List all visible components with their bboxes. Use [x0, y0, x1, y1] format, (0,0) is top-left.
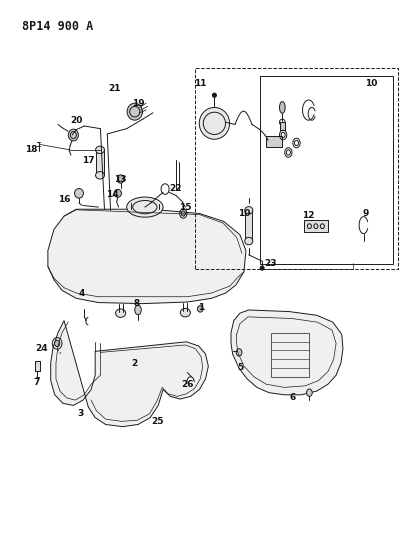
Text: 14: 14: [106, 190, 119, 199]
Bar: [35, 361, 40, 372]
Ellipse shape: [96, 146, 105, 154]
Text: 4: 4: [78, 288, 85, 297]
Text: 10: 10: [238, 209, 250, 218]
Bar: [195, 68, 398, 269]
Text: 1: 1: [198, 303, 205, 312]
Ellipse shape: [245, 207, 253, 214]
Text: 8P14 900 A: 8P14 900 A: [22, 20, 93, 33]
Ellipse shape: [135, 305, 141, 315]
Ellipse shape: [306, 389, 312, 397]
Ellipse shape: [180, 309, 190, 317]
Ellipse shape: [127, 103, 142, 120]
Bar: [260, 76, 394, 264]
Text: 11: 11: [194, 79, 206, 88]
Text: 23: 23: [264, 260, 276, 268]
Text: 12: 12: [302, 211, 315, 220]
Ellipse shape: [96, 172, 105, 179]
Text: 7: 7: [33, 377, 40, 386]
Ellipse shape: [197, 306, 203, 312]
Text: 8: 8: [133, 299, 140, 308]
Ellipse shape: [280, 102, 285, 114]
Bar: [304, 220, 328, 232]
Text: 3: 3: [77, 409, 83, 418]
Ellipse shape: [127, 197, 163, 217]
Ellipse shape: [117, 175, 124, 183]
Polygon shape: [51, 320, 208, 426]
Ellipse shape: [236, 349, 242, 356]
Text: 26: 26: [181, 379, 194, 389]
Text: 9: 9: [362, 209, 368, 218]
Text: 10: 10: [365, 79, 377, 88]
Text: 25: 25: [151, 417, 163, 426]
Text: 18: 18: [26, 146, 38, 155]
Ellipse shape: [181, 211, 185, 216]
Ellipse shape: [114, 189, 121, 197]
Text: 2: 2: [131, 359, 138, 368]
Polygon shape: [48, 209, 246, 304]
Ellipse shape: [212, 93, 217, 98]
Text: 6: 6: [289, 393, 295, 402]
Text: 5: 5: [237, 363, 243, 372]
Text: 20: 20: [70, 116, 82, 125]
Text: 24: 24: [35, 344, 48, 353]
Text: 22: 22: [169, 183, 182, 192]
Ellipse shape: [260, 266, 264, 270]
Text: 19: 19: [133, 99, 145, 108]
Ellipse shape: [245, 237, 253, 245]
Text: 17: 17: [82, 156, 94, 165]
Bar: [245, 211, 252, 241]
Bar: [271, 333, 309, 377]
Text: 16: 16: [58, 195, 70, 204]
Bar: [266, 135, 282, 147]
Text: 21: 21: [108, 84, 121, 93]
Text: 15: 15: [179, 203, 192, 212]
Ellipse shape: [68, 129, 79, 141]
Ellipse shape: [74, 189, 83, 198]
Bar: [280, 122, 285, 130]
Bar: [96, 150, 104, 175]
Ellipse shape: [199, 108, 230, 139]
Text: 13: 13: [114, 174, 127, 183]
Polygon shape: [231, 310, 343, 395]
Ellipse shape: [116, 309, 126, 317]
Ellipse shape: [55, 340, 60, 346]
